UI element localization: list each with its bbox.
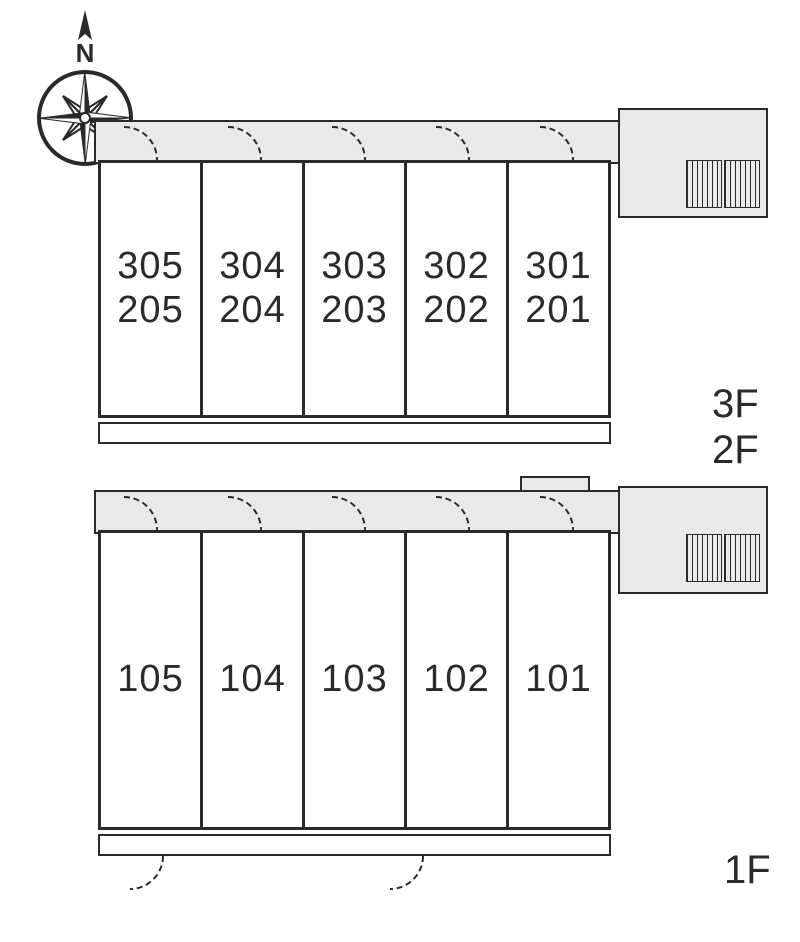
stair-icon [686, 160, 722, 208]
floorplan-canvas: N [0, 0, 800, 942]
floor-label-1f: 1F [724, 848, 771, 893]
unit-number: 104 [219, 658, 285, 702]
unit-number: 204 [219, 289, 285, 333]
unit-cell: 102 [404, 530, 509, 830]
floor-label-2f: 2F [712, 428, 759, 473]
unit-number: 303 [321, 245, 387, 289]
compass-n-label: N [76, 38, 95, 68]
door-arc-icon [130, 856, 164, 890]
stair-icon [724, 534, 760, 582]
floor-block-lower: 105 104 103 102 101 [90, 490, 700, 880]
unit-number: 302 [423, 245, 489, 289]
unit-number: 103 [321, 658, 387, 702]
stair-enclosure-lower [618, 486, 768, 594]
door-arc-icon [390, 856, 424, 890]
unit-number: 203 [321, 289, 387, 333]
unit-row-lower: 105 104 103 102 101 [98, 530, 611, 830]
unit-row-upper: 305 205 304 204 303 203 302 202 301 201 [98, 160, 611, 418]
unit-cell: 301 201 [506, 160, 611, 418]
unit-cell: 104 [200, 530, 305, 830]
stair-icon [724, 160, 760, 208]
unit-number: 102 [423, 658, 489, 702]
corridor-upper [94, 120, 694, 164]
unit-number: 301 [525, 245, 591, 289]
unit-number: 202 [423, 289, 489, 333]
unit-cell: 305 205 [98, 160, 203, 418]
unit-number: 305 [117, 245, 183, 289]
unit-cell: 304 204 [200, 160, 305, 418]
unit-cell: 101 [506, 530, 611, 830]
floor-block-upper: 305 205 304 204 303 203 302 202 301 201 [90, 120, 700, 450]
unit-cell: 105 [98, 530, 203, 830]
unit-number: 105 [117, 658, 183, 702]
unit-cell: 303 203 [302, 160, 407, 418]
balcony-ledge [98, 834, 611, 856]
unit-number: 304 [219, 245, 285, 289]
corridor-lower [94, 490, 694, 534]
unit-number: 205 [117, 289, 183, 333]
stair-icon [686, 534, 722, 582]
unit-number: 101 [525, 658, 591, 702]
unit-cell: 103 [302, 530, 407, 830]
entrance-notch [520, 476, 590, 492]
unit-number: 201 [525, 289, 591, 333]
unit-cell: 302 202 [404, 160, 509, 418]
floor-label-3f: 3F [712, 382, 759, 427]
balcony-ledge [98, 422, 611, 444]
stair-enclosure-upper [618, 108, 768, 218]
